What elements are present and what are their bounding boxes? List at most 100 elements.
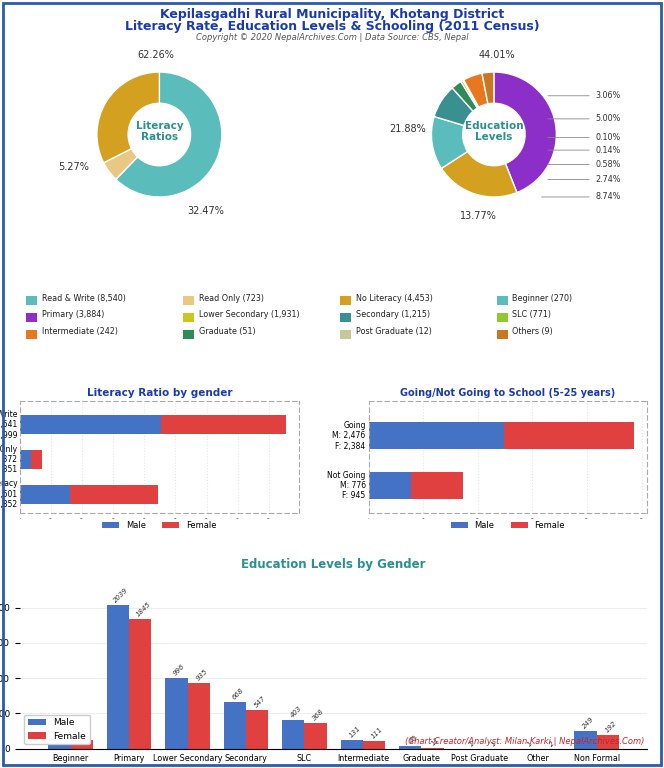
Text: 5.27%: 5.27%: [58, 162, 88, 172]
Title: Going/Not Going to School (5-25 years): Going/Not Going to School (5-25 years): [400, 389, 616, 399]
Text: Graduate (51): Graduate (51): [199, 327, 256, 336]
Text: 996: 996: [173, 664, 187, 677]
Bar: [161, 415, 286, 435]
Text: Kepilasgadhi Rural Municipality, Khotang District: Kepilasgadhi Rural Municipality, Khotang…: [160, 8, 504, 21]
Text: 2.74%: 2.74%: [595, 175, 621, 184]
FancyBboxPatch shape: [26, 329, 37, 339]
Text: 2039: 2039: [112, 587, 129, 604]
Bar: [574, 731, 597, 749]
Text: 62.26%: 62.26%: [138, 50, 175, 60]
FancyBboxPatch shape: [340, 296, 351, 305]
Bar: [411, 472, 463, 499]
Text: Read & Write (8,540): Read & Write (8,540): [42, 294, 125, 303]
Wedge shape: [463, 80, 479, 108]
Title: Literacy Ratio by gender: Literacy Ratio by gender: [86, 389, 232, 399]
FancyBboxPatch shape: [26, 296, 37, 305]
Bar: [129, 618, 151, 749]
Bar: [20, 450, 31, 469]
Text: No Literacy (4,453): No Literacy (4,453): [356, 294, 432, 303]
Text: Primary (3,884): Primary (3,884): [42, 310, 104, 319]
Text: 403: 403: [290, 705, 303, 719]
Wedge shape: [104, 149, 137, 179]
Bar: [341, 740, 363, 749]
Text: 5.00%: 5.00%: [595, 114, 620, 124]
FancyBboxPatch shape: [340, 313, 351, 322]
FancyBboxPatch shape: [183, 313, 195, 322]
Wedge shape: [461, 81, 478, 108]
Bar: [369, 472, 411, 499]
Bar: [31, 450, 42, 469]
Bar: [363, 741, 385, 749]
Text: 0.10%: 0.10%: [595, 133, 620, 142]
Text: 1845: 1845: [135, 601, 151, 617]
Bar: [422, 748, 444, 749]
Text: 0.14%: 0.14%: [595, 146, 620, 154]
Text: 21.88%: 21.88%: [389, 124, 426, 134]
Text: 40: 40: [408, 734, 418, 745]
Text: 192: 192: [604, 720, 618, 734]
Text: Post Graduate (12): Post Graduate (12): [356, 327, 432, 336]
Wedge shape: [463, 73, 488, 108]
Text: 368: 368: [311, 708, 325, 722]
Text: 547: 547: [253, 695, 267, 709]
Text: 1: 1: [490, 740, 497, 747]
Bar: [369, 422, 504, 449]
Text: Literacy Rate, Education Levels & Schooling (2011 Census): Literacy Rate, Education Levels & School…: [125, 20, 539, 33]
Bar: [187, 683, 210, 749]
Bar: [246, 710, 268, 749]
Wedge shape: [463, 80, 479, 108]
Bar: [70, 485, 159, 504]
FancyBboxPatch shape: [497, 313, 508, 322]
Legend: Male, Female: Male, Female: [99, 518, 220, 534]
Wedge shape: [432, 117, 467, 168]
Wedge shape: [494, 72, 556, 193]
Text: 149: 149: [56, 723, 69, 737]
Text: 121: 121: [78, 725, 92, 739]
Text: 1: 1: [527, 740, 534, 747]
Text: 111: 111: [370, 726, 384, 740]
Bar: [399, 746, 422, 749]
Text: 935: 935: [195, 667, 208, 681]
Bar: [282, 720, 304, 749]
FancyBboxPatch shape: [183, 329, 195, 339]
Bar: [48, 738, 70, 749]
Text: Lower Secondary (1,931): Lower Secondary (1,931): [199, 310, 299, 319]
Bar: [107, 605, 129, 749]
Text: 131: 131: [348, 724, 362, 738]
Wedge shape: [482, 72, 494, 104]
Bar: [224, 702, 246, 749]
Text: Read Only (723): Read Only (723): [199, 294, 264, 303]
Text: Education
Levels: Education Levels: [465, 121, 523, 142]
Text: Copyright © 2020 NepalArchives.Com | Data Source: CBS, Nepal: Copyright © 2020 NepalArchives.Com | Dat…: [196, 33, 468, 42]
Text: Literacy
Ratios: Literacy Ratios: [135, 121, 183, 142]
FancyBboxPatch shape: [26, 313, 37, 322]
Text: 2: 2: [548, 740, 556, 747]
Bar: [504, 422, 634, 449]
Text: (Chart Creator/Analyst: Milan Karki | NepalArchives.Com): (Chart Creator/Analyst: Milan Karki | Ne…: [404, 737, 644, 746]
Text: 668: 668: [231, 687, 245, 700]
Wedge shape: [442, 151, 517, 197]
Bar: [304, 723, 327, 749]
Bar: [165, 678, 187, 749]
Text: 0.58%: 0.58%: [595, 160, 620, 169]
Text: 249: 249: [582, 716, 596, 730]
Text: 44.01%: 44.01%: [479, 50, 515, 60]
Wedge shape: [116, 72, 222, 197]
Bar: [597, 735, 619, 749]
Text: Intermediate (242): Intermediate (242): [42, 327, 118, 336]
Wedge shape: [452, 81, 477, 111]
Text: Secondary (1,215): Secondary (1,215): [356, 310, 430, 319]
Text: 1: 1: [468, 740, 475, 747]
Text: SLC (771): SLC (771): [513, 310, 552, 319]
Legend: Male, Female: Male, Female: [25, 714, 90, 744]
Bar: [20, 415, 161, 435]
Bar: [20, 485, 70, 504]
Wedge shape: [434, 88, 473, 125]
Text: 8.74%: 8.74%: [595, 193, 620, 201]
Title: Education Levels by Gender: Education Levels by Gender: [242, 558, 426, 571]
Legend: Male, Female: Male, Female: [448, 518, 568, 534]
FancyBboxPatch shape: [497, 329, 508, 339]
Text: 3.06%: 3.06%: [595, 91, 620, 101]
FancyBboxPatch shape: [183, 296, 195, 305]
Bar: [70, 740, 93, 749]
